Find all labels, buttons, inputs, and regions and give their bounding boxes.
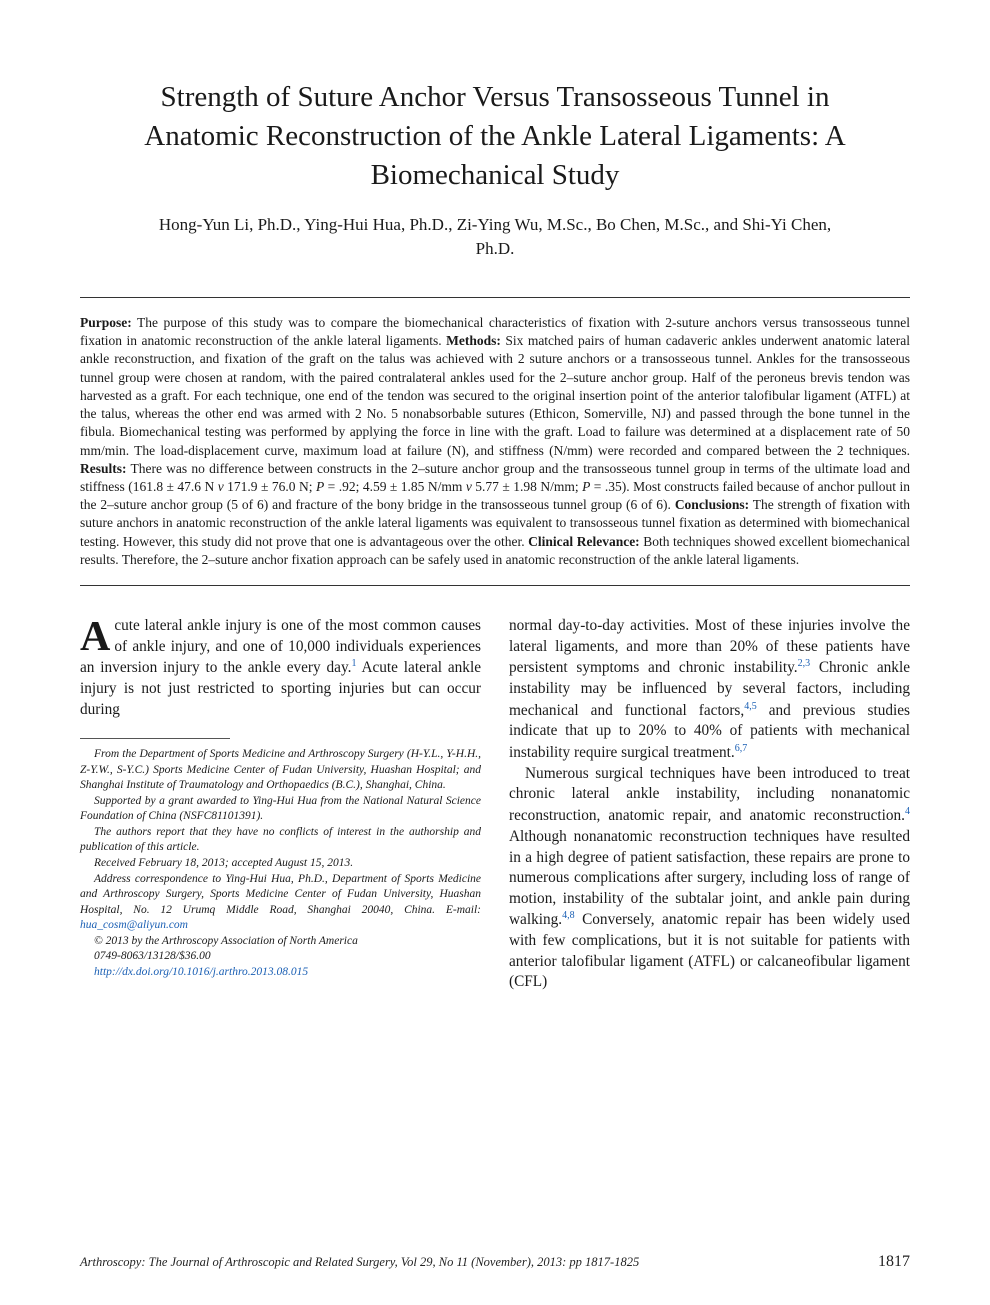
rule-top bbox=[80, 297, 910, 298]
footnote-issn: 0749-8063/13128/$36.00 bbox=[80, 949, 481, 965]
rule-bottom bbox=[80, 585, 910, 586]
citation-ref-67[interactable]: 6,7 bbox=[735, 743, 748, 754]
footnote-corr-text: Address correspondence to Ying-Hui Hua, … bbox=[80, 873, 481, 916]
paragraph-2: Numerous surgical techniques have been i… bbox=[509, 764, 910, 993]
doi-link[interactable]: http://dx.doi.org/10.1016/j.arthro.2013.… bbox=[94, 966, 308, 978]
footer-page-number: 1817 bbox=[878, 1253, 910, 1271]
abstract-p1: P bbox=[316, 479, 324, 494]
email-link[interactable]: hua_cosm@aliyun.com bbox=[80, 919, 188, 931]
citation-ref-45[interactable]: 4,5 bbox=[744, 701, 757, 712]
abstract-results-mid1: 171.9 ± 76.0 N; bbox=[224, 479, 316, 494]
footnote-rule bbox=[80, 738, 230, 739]
p2c: Conversely, anatomic repair has been wid… bbox=[509, 912, 910, 991]
abstract-results-mid3: 5.77 ± 1.98 N/mm; bbox=[472, 479, 582, 494]
footnote-correspondence: Address correspondence to Ying-Hui Hua, … bbox=[80, 872, 481, 934]
abstract-results-mid2: = .92; 4.59 ± 1.85 N/mm bbox=[324, 479, 466, 494]
abstract-methods-label: Methods: bbox=[446, 333, 501, 348]
abstract-methods: Six matched pairs of human cadaveric ank… bbox=[80, 333, 910, 457]
citation-ref-48[interactable]: 4,8 bbox=[562, 910, 575, 921]
p2a: Numerous surgical techniques have been i… bbox=[509, 765, 910, 824]
citation-ref-4[interactable]: 4 bbox=[905, 806, 910, 817]
right-column: normal day-to-day activities. Most of th… bbox=[509, 616, 910, 993]
page-footer: Arthroscopy: The Journal of Arthroscopic… bbox=[80, 1253, 910, 1271]
footnote-coi: The authors report that they have no con… bbox=[80, 825, 481, 856]
citation-ref-23[interactable]: 2,3 bbox=[798, 658, 811, 669]
abstract-results-label: Results: bbox=[80, 461, 127, 476]
abstract-clinrel-label: Clinical Relevance: bbox=[528, 534, 640, 549]
left-column: Acute lateral ankle injury is one of the… bbox=[80, 616, 481, 993]
footnote-dates: Received February 18, 2013; accepted Aug… bbox=[80, 856, 481, 872]
footnote-doi: http://dx.doi.org/10.1016/j.arthro.2013.… bbox=[80, 965, 481, 981]
footnote-funding: Supported by a grant awarded to Ying-Hui… bbox=[80, 794, 481, 825]
abstract-purpose-label: Purpose: bbox=[80, 315, 132, 330]
abstract-conclusions-label: Conclusions: bbox=[675, 497, 749, 512]
footnote-copyright: © 2013 by the Arthroscopy Association of… bbox=[80, 934, 481, 950]
abstract: Purpose: The purpose of this study was t… bbox=[80, 314, 910, 569]
footnote-affiliation: From the Department of Sports Medicine a… bbox=[80, 747, 481, 794]
intro-paragraph-cont: normal day-to-day activities. Most of th… bbox=[509, 616, 910, 764]
author-line: Hong-Yun Li, Ph.D., Ying-Hui Hua, Ph.D.,… bbox=[140, 213, 850, 261]
footnotes: From the Department of Sports Medicine a… bbox=[80, 747, 481, 980]
dropcap: A bbox=[80, 616, 114, 654]
footer-journal: Arthroscopy: The Journal of Arthroscopic… bbox=[80, 1255, 639, 1270]
body-columns: Acute lateral ankle injury is one of the… bbox=[80, 616, 910, 993]
page: Strength of Suture Anchor Versus Transos… bbox=[0, 0, 990, 1305]
intro-paragraph-part1: Acute lateral ankle injury is one of the… bbox=[80, 616, 481, 720]
article-title: Strength of Suture Anchor Versus Transos… bbox=[110, 78, 880, 195]
